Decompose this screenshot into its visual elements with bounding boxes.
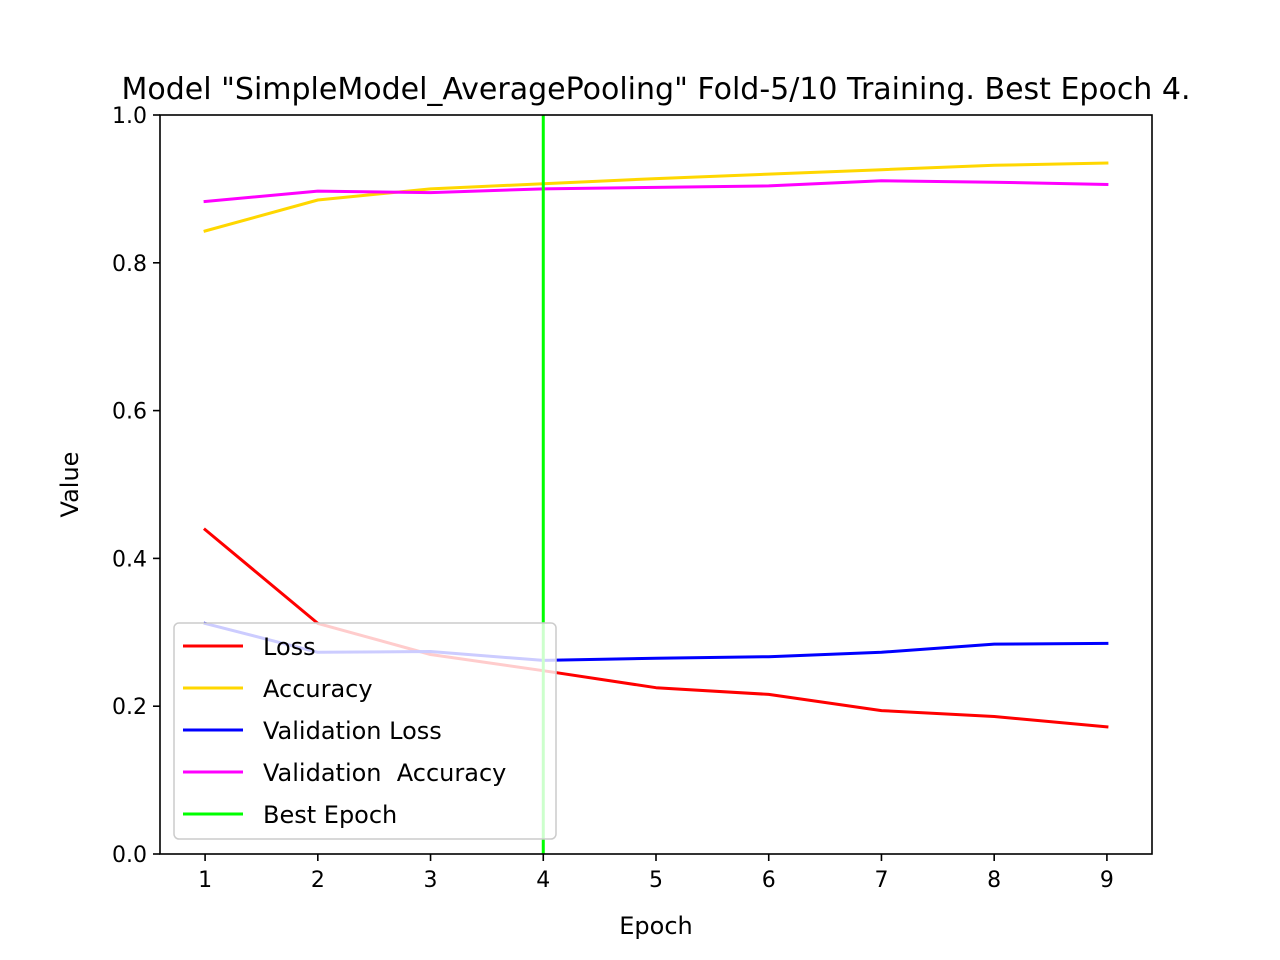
x-axis-label: Epoch: [619, 912, 693, 940]
chart-title: Model "SimpleModel_AveragePooling" Fold-…: [122, 72, 1191, 107]
y-tick-label: 0.6: [112, 400, 147, 425]
x-tick-label: 8: [987, 868, 1001, 893]
y-tick-label: 0.2: [112, 695, 147, 720]
x-tick-label: 6: [762, 868, 776, 893]
series-line-3: [203, 179, 1109, 204]
x-tick-label: 5: [649, 868, 663, 893]
x-tick-label: 9: [1100, 868, 1114, 893]
x-axis-ticks: 1 2 3 4 5 6 7 8 9: [198, 854, 1114, 893]
y-axis-label: Value: [56, 452, 84, 518]
x-tick-label: 2: [311, 868, 325, 893]
legend-label: Best Epoch: [263, 801, 397, 829]
legend-box: [173, 622, 557, 840]
y-tick-label: 0.8: [112, 252, 147, 277]
legend: Loss Accuracy Validation Loss Validation Ac…: [173, 622, 557, 840]
x-tick-label: 1: [198, 868, 212, 893]
y-tick-label: 0.0: [112, 843, 147, 868]
legend-label: Validation Loss: [263, 717, 442, 745]
y-tick-label: 0.4: [112, 547, 147, 572]
x-tick-label: 3: [424, 868, 438, 893]
x-tick-label: 7: [874, 868, 888, 893]
legend-label: Loss: [263, 633, 316, 661]
y-tick-label: 1.0: [112, 104, 147, 129]
x-tick-label: 4: [536, 868, 550, 893]
legend-label: Validation Accuracy: [263, 759, 506, 787]
legend-label: Accuracy: [263, 675, 373, 703]
y-axis-ticks: 0.0 0.2 0.4 0.6 0.8 1.0: [112, 104, 160, 868]
series-line-1: [203, 161, 1109, 233]
